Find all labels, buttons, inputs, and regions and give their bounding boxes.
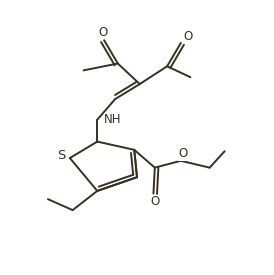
Text: O: O: [150, 196, 159, 208]
Text: NH: NH: [104, 113, 122, 126]
Text: S: S: [58, 149, 66, 162]
Text: O: O: [178, 147, 188, 160]
Text: O: O: [183, 30, 192, 43]
Text: O: O: [98, 26, 107, 38]
